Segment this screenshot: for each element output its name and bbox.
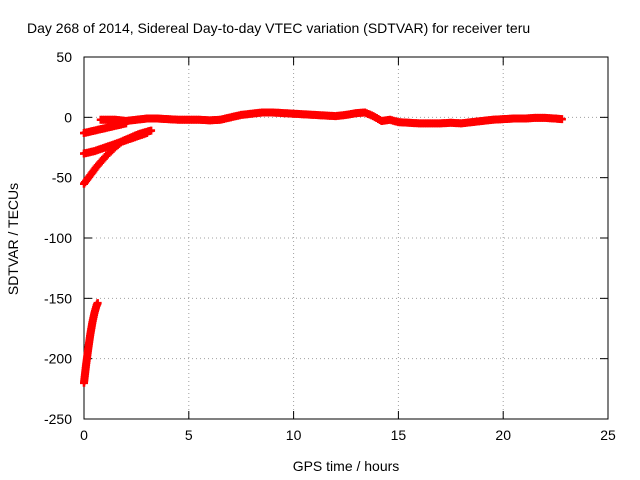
y-tick-label: 50 — [56, 49, 72, 65]
chart-title: Day 268 of 2014, Sidereal Day-to-day VTE… — [27, 20, 530, 36]
y-tick-label: 0 — [64, 109, 72, 125]
x-axis-label: GPS time / hours — [293, 458, 400, 474]
y-tick-label: -250 — [44, 411, 72, 427]
y-axis-label: SDTVAR / TECUs — [5, 183, 21, 295]
x-tick-label: 0 — [80, 427, 88, 443]
data-point — [93, 299, 102, 308]
data-point — [142, 129, 151, 138]
data-point — [147, 126, 156, 135]
x-tick-label: 10 — [286, 427, 302, 443]
y-tick-label: -200 — [44, 351, 72, 367]
x-tick-labels: 0 5 10 15 20 25 — [80, 427, 616, 443]
y-tick-label: -50 — [52, 170, 72, 186]
y-tick-label: -100 — [44, 230, 72, 246]
y-tick-labels: -250 -200 -150 -100 -50 0 50 — [44, 49, 72, 427]
x-tick-label: 20 — [495, 427, 511, 443]
data-point — [557, 115, 566, 124]
data-points — [80, 108, 566, 387]
x-tick-label: 15 — [391, 427, 407, 443]
x-tick-label: 5 — [185, 427, 193, 443]
y-tick-label: -150 — [44, 290, 72, 306]
x-tick-label: 25 — [600, 427, 616, 443]
